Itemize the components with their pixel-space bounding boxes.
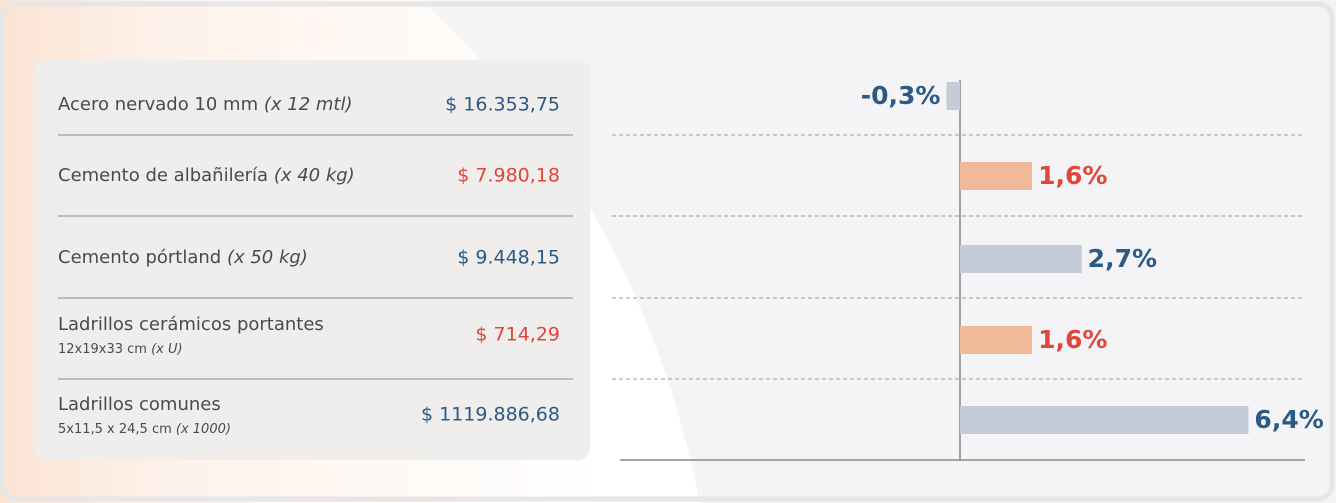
- detail-unit: (x U): [151, 342, 182, 357]
- item-detail: 12x19x33 cm (x U): [58, 342, 183, 357]
- name: Cemento pórtland: [58, 247, 227, 268]
- name: Acero nervado 10 mm: [58, 94, 264, 115]
- item-name: Cemento de albañilería (x 40 kg): [58, 165, 355, 186]
- price: $ 7.980,18: [457, 165, 560, 187]
- bar: [960, 326, 1033, 354]
- price: $ 1119.886,68: [421, 404, 560, 426]
- background-shape: [420, 0, 1336, 503]
- name: Cemento de albañilería: [58, 165, 274, 186]
- item-detail: 5x11,5 x 24,5 cm (x 1000): [58, 422, 231, 437]
- table-panel: [33, 60, 590, 460]
- item-name: Ladrillos cerámicos portantes: [58, 314, 324, 335]
- unit: (x 40 kg): [274, 165, 355, 186]
- unit: (x 12 mtl): [264, 94, 353, 115]
- name: Ladrillos comunes: [58, 394, 221, 415]
- value-label: 2,7%: [1088, 244, 1157, 273]
- value-label: 1,6%: [1038, 325, 1107, 354]
- price: $ 9.448,15: [457, 247, 560, 269]
- detail-unit: (x 1000): [176, 422, 231, 437]
- value-label: -0,3%: [861, 81, 941, 110]
- item-name: Acero nervado 10 mm (x 12 mtl): [58, 94, 353, 115]
- value-label: 6,4%: [1254, 405, 1323, 434]
- value-label: 1,6%: [1038, 161, 1107, 190]
- price: $ 16.353,75: [445, 94, 560, 116]
- item-name: Ladrillos comunes: [58, 394, 221, 415]
- detail: 12x19x33 cm: [58, 342, 151, 357]
- bar: [960, 245, 1082, 273]
- bar: [960, 406, 1249, 434]
- name: Ladrillos cerámicos portantes: [58, 314, 324, 335]
- unit: (x 50 kg): [227, 247, 308, 268]
- bar: [946, 82, 960, 110]
- detail: 5x11,5 x 24,5 cm: [58, 422, 176, 437]
- price: $ 714,29: [475, 324, 560, 346]
- bar: [960, 162, 1033, 190]
- item-name: Cemento pórtland (x 50 kg): [58, 247, 308, 268]
